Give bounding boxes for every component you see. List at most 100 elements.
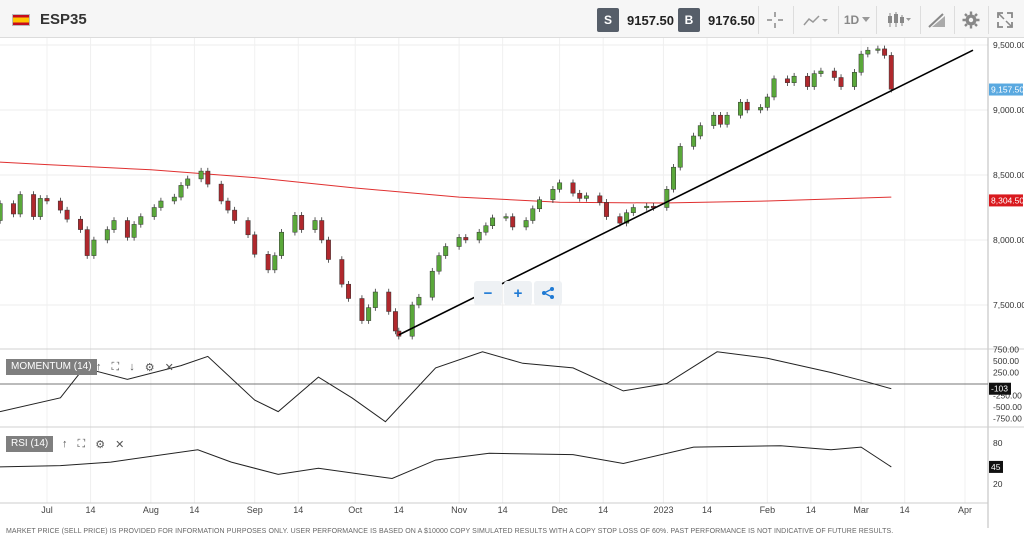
candle-body [359,298,365,321]
gear-icon[interactable]: ⚙ [144,361,155,374]
candle-body [530,208,536,221]
time-tick-label: Nov [451,505,468,515]
settings-button[interactable] [958,5,984,35]
chart-toolbar: ESP35 S 9157.50 B 9176.50 1D [0,0,1024,38]
candle-body [171,196,177,202]
rsi-tick-label: 80 [993,438,1003,448]
candle-body [104,229,110,241]
candle-body [245,220,251,236]
toolbar-divider [758,6,759,34]
toolbar-divider [793,6,794,34]
sell-price-box[interactable]: S 9157.50 [597,8,674,32]
candle-body [185,178,191,186]
candle-body [265,254,271,271]
candle-body [851,72,857,87]
candle-body [78,218,83,230]
toolbar-divider [920,6,921,34]
time-tick-label: Mar [853,505,869,515]
close-icon[interactable]: ✕ [115,438,125,451]
crosshair-button[interactable] [762,5,788,35]
ma-line [0,158,892,204]
price-tick-label: 8,500.00 [993,170,1024,180]
momentum-current-tag [989,382,1011,395]
price-tick-label: 8,000.00 [993,235,1024,245]
candle-body [64,209,70,220]
candle-body [805,75,810,87]
candle-body [372,291,378,308]
zoom-out-button[interactable]: − [474,281,502,305]
candle-body [44,198,50,202]
candle-body [510,216,516,228]
candle-body [831,70,837,78]
chevron-down-icon [862,17,871,22]
candle-body [483,225,489,233]
time-tick-label: Feb [760,505,776,515]
candle-body [537,199,542,210]
time-tick-label: Jul [41,505,53,515]
close-icon[interactable]: ✕ [164,361,174,374]
drawing-tools-icon [928,13,945,28]
candle-body [218,183,224,202]
candle-body [882,48,888,56]
timeframe-select[interactable]: 1D [842,5,872,35]
momentum-tick-label: 250.00 [993,368,1019,378]
share-icon [542,287,554,299]
candle-body [386,291,392,312]
candle-body [443,246,449,256]
price-tick-label: 9,500.00 [993,40,1024,50]
candle-body [252,234,258,255]
time-tick-label: 14 [806,505,816,515]
chart-grid [0,38,989,528]
arrow-up-icon[interactable]: ↑ [96,361,102,373]
candle-body [791,75,797,83]
momentum-tick-label: -750.00 [993,414,1022,424]
time-tick-label: 2023 [653,505,673,515]
candle-body [131,224,137,238]
candlestick-button[interactable] [880,5,916,35]
candle-body [158,200,164,208]
flag-icon [12,14,30,26]
candle-body [644,205,650,208]
arrow-up-icon[interactable]: ↑ [62,438,68,450]
drawing-tools-button[interactable] [924,5,950,35]
candlestick-series [0,45,894,340]
buy-price: 9176.50 [708,12,755,28]
candle-body [325,239,331,260]
buy-price-box[interactable]: B 9176.50 [678,8,755,32]
time-tick-label: 14 [293,505,303,515]
candle-body [409,304,415,337]
candle-body [875,48,881,51]
zoom-in-button[interactable]: + [504,281,532,305]
candle-body [17,194,23,215]
expand-icon[interactable]: ⛶ [111,360,120,373]
candle-body [429,270,435,298]
toolbar-divider [954,6,955,34]
toolbar-divider [876,6,877,34]
momentum-label: MOMENTUM (14) [6,359,97,375]
disclaimer-text: MARKET PRICE (SELL PRICE) IS PROVIDED FO… [6,528,894,535]
rsi-current-label: 45 [991,462,1001,472]
candle-body [463,237,469,241]
price-chart[interactable]: 9,500.00 9,000.00 8,500.00 8,000.00 7,500.00… [0,38,1024,528]
time-tick-label: Sep [247,505,263,515]
gear-icon[interactable]: ⚙ [95,438,106,451]
chart-type-button[interactable] [798,5,834,35]
fullscreen-button[interactable] [992,5,1018,35]
expand-icon[interactable]: ⛶ [77,437,86,450]
candle-body [570,182,576,194]
candle-body [366,307,372,321]
share-button[interactable] [534,281,562,305]
candle-body [630,207,636,213]
candle-body [617,216,623,224]
candle-body [416,296,422,306]
rsi-panel: 80 20 45 [0,426,1024,489]
candle-body [0,203,3,221]
candle-body [205,170,211,185]
candle-body [697,125,703,137]
candle-body [597,195,603,203]
arrow-down-icon[interactable]: ↓ [129,361,135,373]
momentum-tick-label: -500.00 [993,402,1022,412]
candle-body [57,200,63,211]
ma-price-label: 8,304.50 [991,195,1024,205]
buy-tag: B [678,8,700,32]
